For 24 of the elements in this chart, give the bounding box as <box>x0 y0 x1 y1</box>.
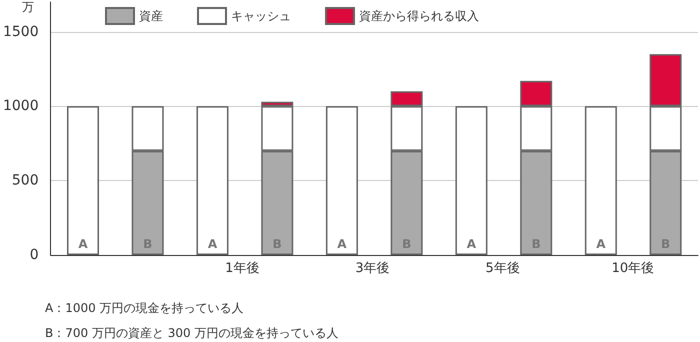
bar <box>326 106 358 255</box>
y-tick-label: 1500 <box>2 24 39 40</box>
bar <box>584 106 617 255</box>
x-tick-label: A <box>337 237 348 251</box>
y-tick-label: 0 <box>30 247 39 263</box>
text: 1年後 <box>225 261 260 276</box>
text: 5年後 <box>486 261 520 276</box>
text: 10年後 <box>612 261 654 276</box>
text: B：700 万円の資産と 300 万円の現金を持っている人 <box>45 326 338 340</box>
x-tick-label: A <box>208 237 218 251</box>
y-axis-title: 万 <box>22 0 34 14</box>
x-tick-label: A <box>596 237 606 251</box>
bar <box>196 106 228 255</box>
bar <box>455 106 488 255</box>
text: A：1000 万円の現金を持っている人 <box>45 301 244 315</box>
legend-label: キャッシュ <box>231 9 291 23</box>
legend-label: 資産から得られる収入 <box>359 9 479 23</box>
text: 3年後 <box>355 261 390 276</box>
bar <box>67 106 99 255</box>
y-tick-label: 500 <box>12 172 39 189</box>
legend-label: 資産 <box>139 9 163 23</box>
y-tick-label: 1000 <box>2 98 39 114</box>
x-tick-label: A <box>78 237 88 251</box>
x-tick-label: A <box>466 237 477 251</box>
